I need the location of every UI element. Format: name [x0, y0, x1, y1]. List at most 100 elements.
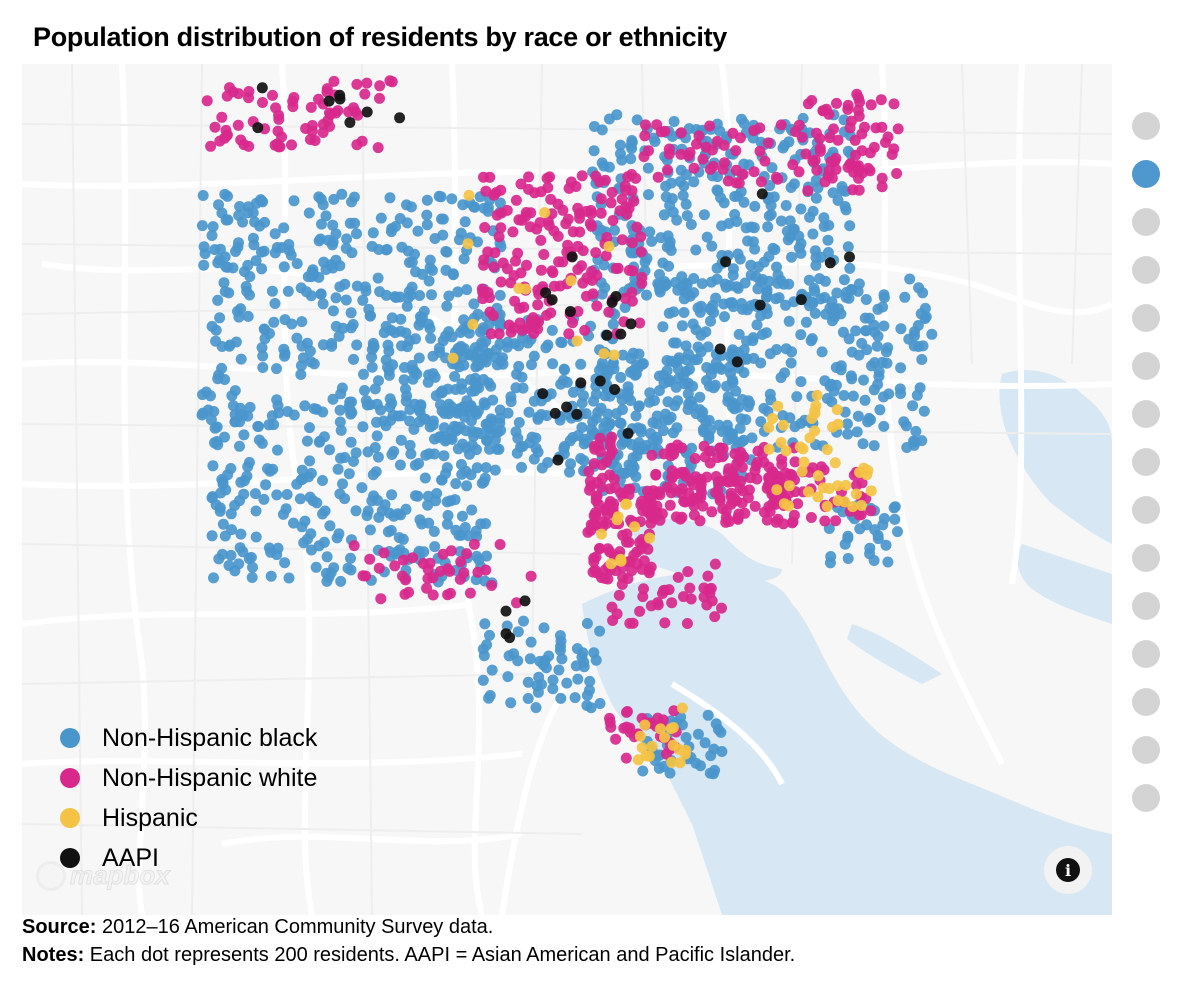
nav-dot[interactable] — [1132, 400, 1160, 428]
dot-black — [230, 336, 242, 348]
nav-dot[interactable] — [1132, 352, 1160, 380]
dot-black — [771, 344, 783, 355]
dot-white — [626, 237, 638, 249]
dot-white — [357, 570, 369, 582]
dot-white — [535, 264, 547, 276]
nav-dot[interactable] — [1132, 640, 1160, 668]
dot-black — [479, 399, 491, 411]
dot-black — [592, 407, 604, 418]
dot-black — [319, 505, 331, 517]
dot-black — [821, 393, 833, 404]
dot-black — [690, 757, 702, 769]
nav-dot[interactable] — [1132, 784, 1160, 812]
map-canvas[interactable] — [22, 64, 1112, 915]
dot-black — [584, 675, 596, 687]
dot-black — [456, 510, 468, 522]
nav-dot[interactable] — [1132, 304, 1160, 332]
map-container[interactable]: Non-Hispanic black Non-Hispanic white Hi… — [22, 64, 1112, 915]
dot-black — [249, 488, 261, 500]
dot-black — [305, 356, 317, 368]
dot-black — [288, 195, 300, 207]
dot-black — [450, 384, 462, 395]
dot-black — [882, 556, 894, 568]
dot-white — [891, 168, 903, 179]
dot-white — [557, 204, 569, 216]
nav-dot[interactable] — [1132, 256, 1160, 284]
dot-white — [495, 222, 507, 234]
dot-white — [305, 101, 317, 113]
dot-white — [576, 170, 588, 182]
dot-black — [385, 226, 397, 238]
dot-black — [260, 479, 272, 491]
dot-black — [257, 350, 269, 362]
mapbox-logo[interactable]: mapbox — [36, 860, 170, 891]
dot-aapi — [844, 251, 855, 263]
dot-black — [493, 443, 505, 455]
nav-dot[interactable] — [1132, 112, 1160, 140]
dot-black — [314, 435, 326, 447]
dot-aapi — [394, 112, 406, 124]
dot-black — [313, 235, 325, 247]
nav-dot[interactable] — [1132, 592, 1160, 620]
dot-hispanic — [783, 500, 795, 512]
dot-black — [513, 340, 524, 352]
dot-black — [479, 618, 491, 630]
dot-white — [842, 103, 854, 115]
dot-black — [471, 550, 483, 562]
nav-dot[interactable] — [1132, 496, 1160, 524]
dot-black — [468, 298, 480, 310]
dot-black — [907, 400, 919, 412]
dot-black — [396, 340, 407, 352]
dot-black — [382, 361, 393, 373]
nav-dot[interactable] — [1132, 688, 1160, 716]
dot-hispanic — [812, 491, 824, 503]
dot-black — [350, 447, 362, 459]
info-button[interactable]: i — [1044, 846, 1092, 894]
dot-black — [345, 552, 356, 564]
dot-white — [626, 287, 638, 298]
dot-black — [424, 323, 436, 334]
dot-white — [744, 472, 756, 484]
dot-black — [412, 490, 424, 502]
dot-black — [823, 219, 835, 231]
dot-black — [386, 449, 398, 460]
dot-black — [296, 316, 308, 328]
dot-white — [635, 499, 647, 511]
dot-black — [320, 210, 332, 222]
dot-black — [238, 475, 250, 487]
dot-black — [658, 425, 669, 437]
dot-white — [635, 246, 647, 258]
dot-black — [397, 533, 409, 545]
dot-black — [668, 306, 680, 318]
nav-dot[interactable] — [1132, 448, 1160, 476]
dot-black — [889, 501, 901, 513]
dot-white — [636, 277, 648, 289]
legend-swatch — [60, 848, 80, 868]
dot-black — [324, 520, 336, 532]
dot-black — [522, 337, 534, 349]
nav-dot[interactable] — [1132, 208, 1160, 236]
dot-black — [853, 349, 865, 361]
dot-black — [266, 285, 278, 297]
dot-white — [584, 484, 595, 496]
dot-black — [206, 492, 218, 504]
dot-black — [789, 421, 801, 433]
nav-dot[interactable] — [1132, 736, 1160, 764]
dot-black — [297, 473, 309, 485]
dot-black — [339, 452, 351, 463]
dot-white — [659, 617, 671, 629]
dot-black — [437, 213, 449, 225]
dot-black — [877, 301, 889, 313]
nav-dot[interactable] — [1132, 544, 1160, 572]
dot-black — [706, 240, 718, 252]
dot-white — [684, 582, 696, 594]
dot-black — [512, 432, 524, 444]
nav-dot[interactable] — [1132, 160, 1160, 188]
dot-black — [866, 360, 877, 372]
road-minor — [961, 64, 973, 365]
dot-black — [227, 400, 239, 412]
dot-white — [601, 456, 612, 468]
dot-black — [471, 462, 483, 474]
dot-black — [883, 388, 895, 400]
dot-black — [643, 189, 654, 201]
